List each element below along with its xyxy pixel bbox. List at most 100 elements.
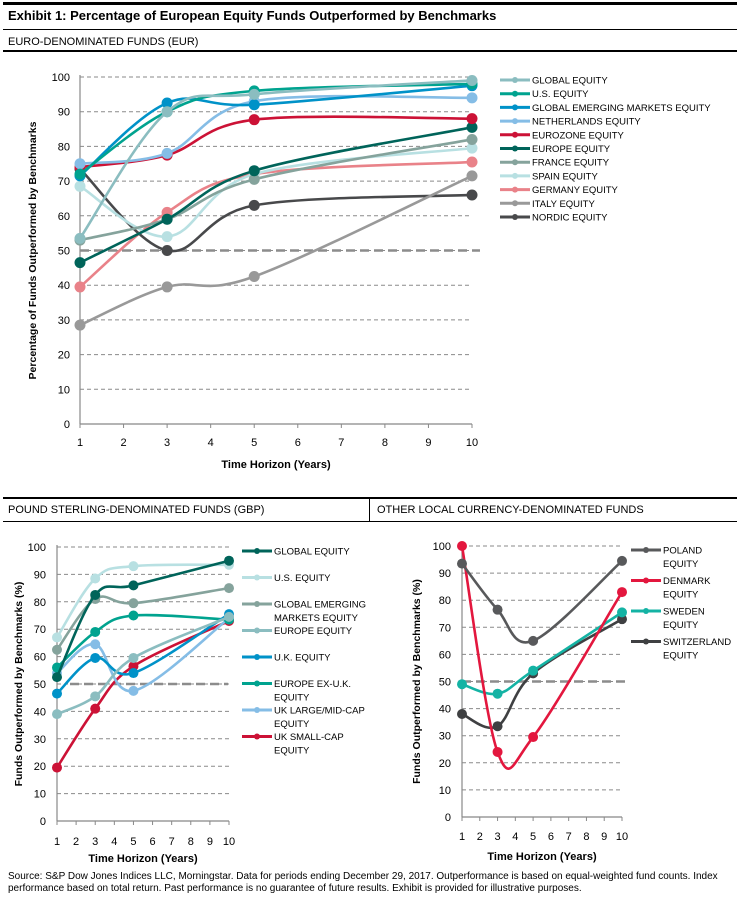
legend-label-line: EUROPE EQUITY bbox=[274, 626, 353, 637]
legend-label-line: GLOBAL EMERGING bbox=[274, 600, 366, 611]
legend-marker bbox=[512, 145, 518, 152]
series-line bbox=[56, 617, 230, 693]
y-tick-label: 30 bbox=[34, 734, 46, 746]
data-point bbox=[90, 626, 101, 637]
legend-label-line: POLAND bbox=[663, 546, 702, 557]
y-tick-label: 80 bbox=[58, 141, 70, 153]
legend-item: UK SMALL-CAP EQUITY bbox=[242, 732, 344, 757]
data-point bbox=[161, 147, 173, 159]
data-point bbox=[457, 709, 467, 720]
y-tick-label: 60 bbox=[34, 652, 46, 664]
series-denmark-equity bbox=[457, 541, 627, 770]
data-point bbox=[492, 688, 503, 699]
series-line bbox=[55, 619, 230, 769]
y-tick-label: 70 bbox=[439, 622, 451, 634]
source-footnote: Source: S&P Dow Jones Indices LLC, Morni… bbox=[8, 871, 718, 894]
legend-label-line: EQUITY bbox=[663, 651, 699, 662]
data-point bbox=[74, 319, 86, 331]
legend-marker bbox=[643, 547, 649, 553]
legend-label: POLAND EQUITY bbox=[663, 546, 702, 571]
data-point bbox=[617, 607, 627, 618]
legend-item: POLAND EQUITY bbox=[631, 546, 702, 571]
y-tick-label: 90 bbox=[34, 569, 46, 581]
legend-marker bbox=[254, 574, 260, 581]
legend-label: GLOBAL EQUITY bbox=[532, 76, 608, 87]
series-line bbox=[461, 618, 623, 730]
legend-label-line: GLOBAL EQUITY bbox=[532, 76, 608, 87]
y-tick-label: 10 bbox=[58, 384, 70, 396]
legend-marker bbox=[512, 172, 518, 179]
section-divider bbox=[369, 497, 370, 522]
legend-label-line: GLOBAL EQUITY bbox=[274, 547, 350, 558]
legend-label: GLOBAL EMERGING MARKETS EQUITY bbox=[532, 103, 711, 114]
y-tick-label: 50 bbox=[58, 246, 70, 258]
data-point bbox=[90, 691, 101, 702]
legend-marker bbox=[512, 214, 518, 220]
x-tick-label: 7 bbox=[338, 437, 344, 449]
data-point bbox=[528, 635, 539, 646]
y-tick-label: 90 bbox=[58, 107, 70, 119]
data-point bbox=[248, 271, 260, 283]
data-point bbox=[492, 721, 503, 732]
legend-marker bbox=[254, 601, 260, 607]
legend-marker bbox=[512, 77, 518, 83]
legend-label: GLOBAL EMERGING MARKETS EQUITY bbox=[274, 600, 366, 625]
series-line bbox=[55, 586, 230, 651]
y-tick-label: 40 bbox=[439, 704, 451, 716]
y-tick-label: 50 bbox=[439, 677, 451, 689]
x-axis-title: Time Horizon (Years) bbox=[88, 853, 198, 865]
y-tick-label: 0 bbox=[445, 812, 451, 824]
data-point bbox=[492, 604, 503, 615]
data-point bbox=[161, 231, 173, 243]
legend-label-line: UK SMALL-CAP bbox=[274, 732, 344, 743]
data-point bbox=[466, 121, 478, 133]
legend-label: EUROPE EX-U.K. EQUITY bbox=[274, 679, 351, 704]
series-line bbox=[56, 615, 230, 716]
legend-label-line: EQUITY bbox=[663, 559, 699, 570]
series-line bbox=[79, 160, 473, 288]
y-tick-label: 100 bbox=[433, 541, 451, 553]
data-point bbox=[617, 587, 627, 598]
x-tick-label: 9 bbox=[601, 831, 607, 843]
data-point bbox=[161, 213, 173, 225]
legend-label: U.S. EQUITY bbox=[274, 573, 331, 584]
legend-label-line: NETHERLANDS EQUITY bbox=[532, 117, 641, 128]
legend-item: SWITZERLAND EQUITY bbox=[631, 637, 731, 662]
x-tick-label: 9 bbox=[207, 836, 213, 848]
legend-item: UK LARGE/MID-CAP EQUITY bbox=[242, 706, 365, 731]
series-sweden-equity bbox=[457, 607, 627, 699]
data-point bbox=[161, 245, 173, 256]
legend-item: GLOBAL EQUITY bbox=[242, 547, 350, 558]
series-line bbox=[79, 126, 473, 264]
x-tick-label: 4 bbox=[208, 437, 214, 449]
legend-label: U.K. EQUITY bbox=[274, 653, 331, 664]
legend-label: U.S. EQUITY bbox=[532, 89, 589, 100]
data-point bbox=[466, 189, 478, 201]
y-tick-label: 30 bbox=[439, 731, 451, 743]
y-tick-label: 20 bbox=[58, 350, 70, 362]
chart-gbp: 0 10 20 30 40 50 60 70 80 90 100 1 2 3 4 5 6 7 8 9 10 Time Ho… bbox=[13, 542, 366, 865]
x-tick-label: 2 bbox=[477, 831, 483, 843]
legend-label: DENMARK EQUITY bbox=[663, 576, 711, 601]
legend-item: U.K. EQUITY bbox=[242, 653, 331, 664]
legend-marker bbox=[254, 627, 260, 634]
legend-marker bbox=[512, 118, 518, 125]
series-line bbox=[79, 84, 473, 177]
data-point bbox=[90, 639, 101, 650]
y-tick-label: 10 bbox=[34, 789, 46, 801]
legend-marker bbox=[643, 638, 649, 645]
legend-label: EUROPE EQUITY bbox=[532, 144, 611, 155]
legend-label: UK LARGE/MID-CAP EQUITY bbox=[274, 706, 365, 731]
legend-label-line: UK LARGE/MID-CAP bbox=[274, 706, 365, 717]
data-point bbox=[74, 232, 86, 244]
legend-label: EUROPE EQUITY bbox=[274, 626, 353, 637]
x-tick-label: 4 bbox=[111, 836, 117, 848]
data-point bbox=[74, 281, 86, 293]
data-point bbox=[52, 632, 62, 643]
data-point bbox=[128, 661, 139, 672]
data-point bbox=[74, 257, 86, 269]
legend-item: EUROZONE EQUITY bbox=[500, 130, 625, 141]
legend-marker bbox=[643, 608, 649, 614]
legend-marker bbox=[512, 90, 518, 97]
